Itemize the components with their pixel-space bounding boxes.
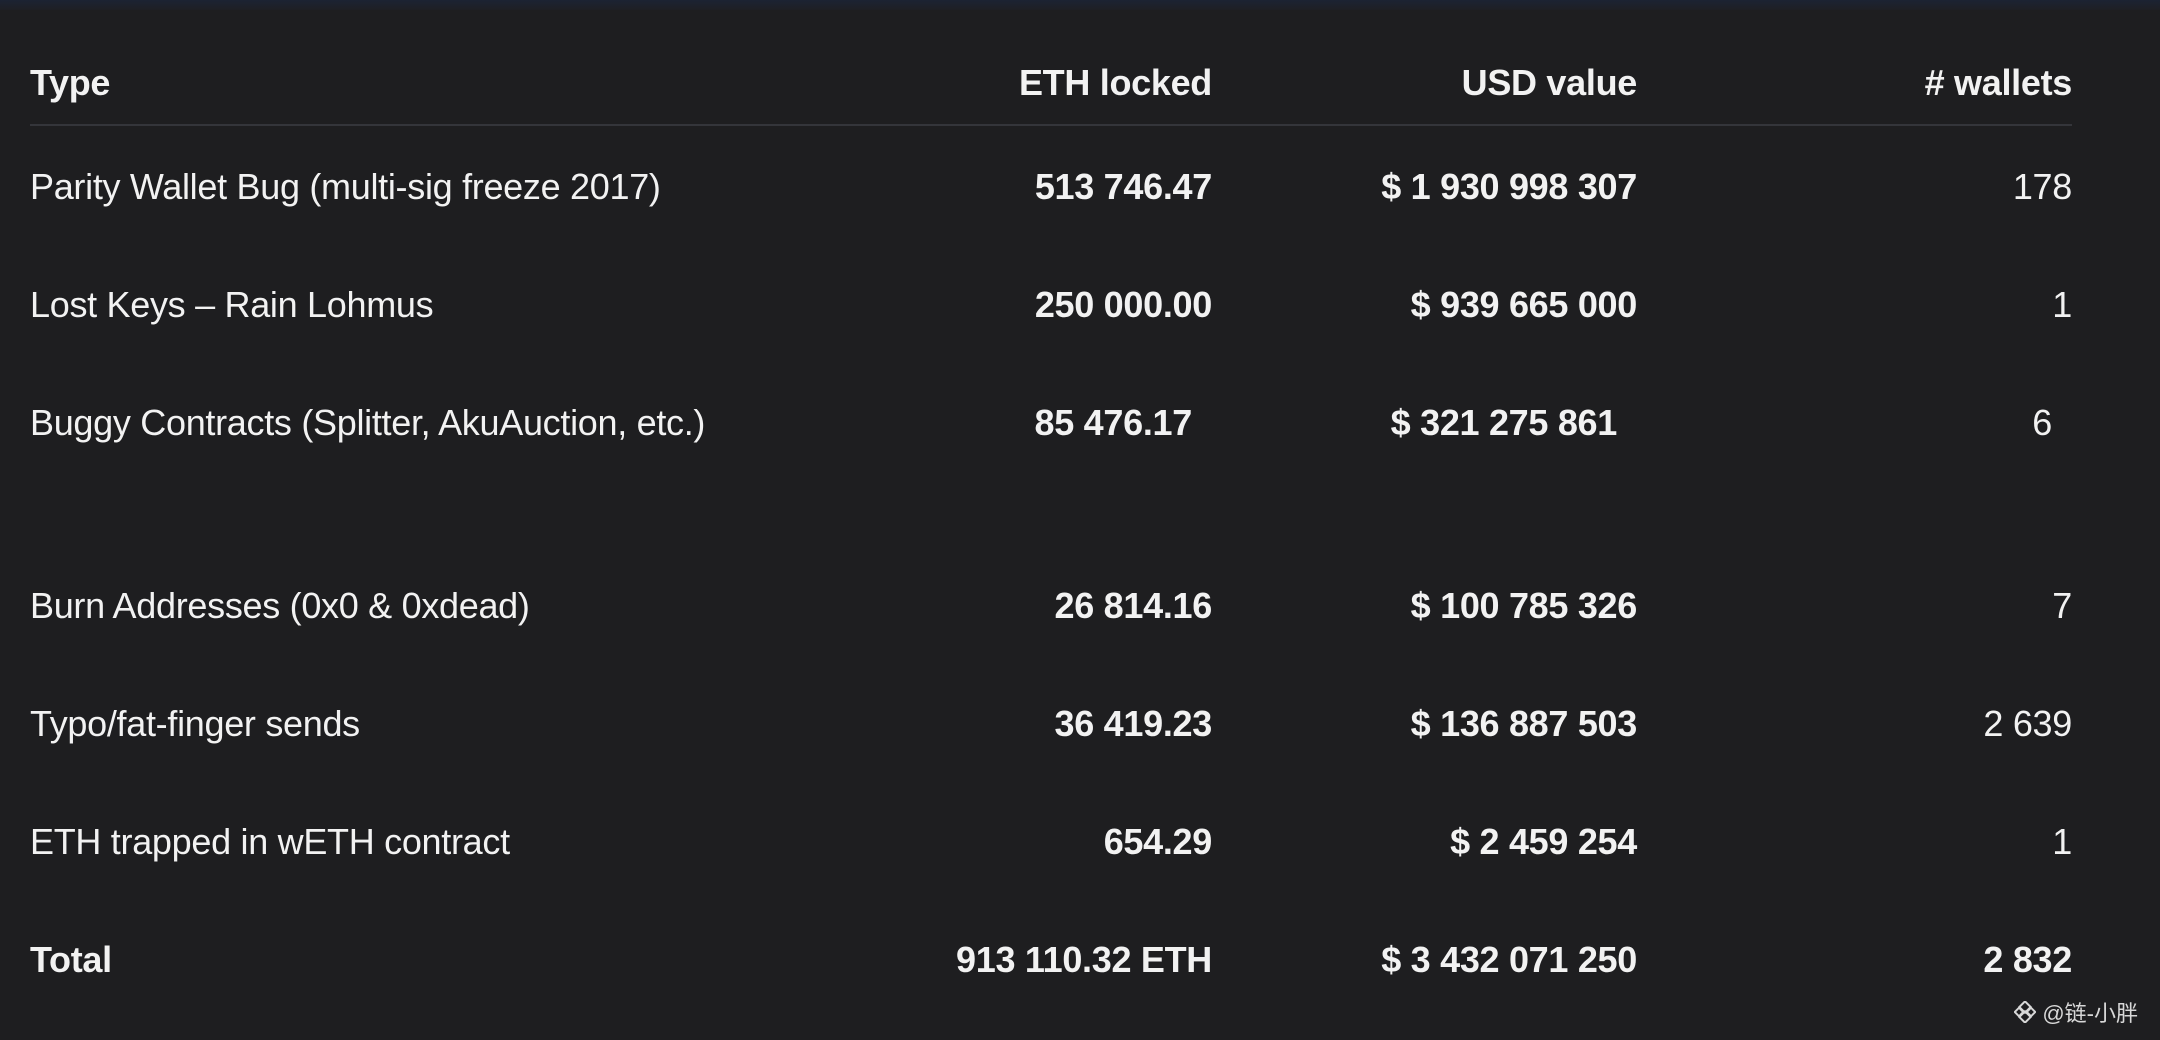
top-edge-strip xyxy=(0,0,2160,10)
row-wallets: 2 639 xyxy=(1983,703,2072,744)
row-wallets: 1 xyxy=(2052,821,2072,862)
row-eth-locked: 654.29 xyxy=(1103,821,1213,862)
row-usd-value: $ 1 930 998 307 xyxy=(1381,166,1637,207)
author-watermark: @链-小胖 xyxy=(2014,996,2138,1028)
row-type: Lost Keys – Rain Lohmus xyxy=(30,284,434,325)
row-wallets: 178 xyxy=(2012,166,2072,207)
watermark-text: @链-小胖 xyxy=(2042,1001,2138,1026)
total-wallets: 2 832 xyxy=(1983,939,2072,980)
total-eth-locked: 913 110.32 ETH xyxy=(956,939,1212,980)
row-eth-locked: 26 814.16 xyxy=(1054,585,1213,626)
row-usd-value: $ 100 785 326 xyxy=(1410,585,1638,626)
table-row: Burn Addresses (0x0 & 0xdead) 26 814.16 … xyxy=(30,573,2072,639)
binance-diamond-icon xyxy=(2014,1001,2037,1023)
row-usd-value: $ 2 459 254 xyxy=(1450,821,1637,862)
row-eth-locked: 250 000.00 xyxy=(1034,284,1212,325)
row-eth-locked: 36 419.23 xyxy=(1054,703,1213,744)
table-row: Parity Wallet Bug (multi-sig freeze 2017… xyxy=(30,154,2072,220)
header-usd-value: USD value xyxy=(1461,62,1638,103)
row-usd-value: $ 321 275 861 xyxy=(1390,402,1618,443)
total-usd-value: $ 3 432 071 250 xyxy=(1381,939,1637,980)
row-eth-locked: 513 746.47 xyxy=(1034,166,1212,207)
row-type: Parity Wallet Bug (multi-sig freeze 2017… xyxy=(30,166,661,207)
table-row: Buggy Contracts (Splitter, AkuAuction, e… xyxy=(30,390,2072,456)
row-wallets: 6 xyxy=(2032,402,2052,443)
row-wallets: 7 xyxy=(2052,585,2072,626)
header-eth-locked: ETH locked xyxy=(1018,62,1212,103)
row-eth-locked: 85 476.17 xyxy=(1034,402,1193,443)
table-row: Typo/fat-finger sends 36 419.23 $ 136 88… xyxy=(30,691,2072,757)
row-type: Typo/fat-finger sends xyxy=(30,703,360,744)
total-label: Total xyxy=(30,939,112,980)
row-type: ETH trapped in wETH contract xyxy=(30,821,510,862)
table-row: ETH trapped in wETH contract 654.29 $ 2 … xyxy=(30,809,2072,875)
table-row: Lost Keys – Rain Lohmus 250 000.00 $ 939… xyxy=(30,272,2072,338)
row-type: Buggy Contracts (Splitter, AkuAuction, e… xyxy=(30,402,706,443)
row-type: Burn Addresses (0x0 & 0xdead) xyxy=(30,585,530,626)
row-usd-value: $ 939 665 000 xyxy=(1410,284,1638,325)
table-header-row: Type ETH locked USD value # wallets xyxy=(30,50,2072,126)
row-usd-value: $ 136 887 503 xyxy=(1410,703,1638,744)
table-total-row: Total 913 110.32 ETH $ 3 432 071 250 2 8… xyxy=(30,927,2072,993)
row-wallets: 1 xyxy=(2052,284,2072,325)
header-type: Type xyxy=(30,62,111,103)
header-wallets: # wallets xyxy=(1924,62,2073,103)
